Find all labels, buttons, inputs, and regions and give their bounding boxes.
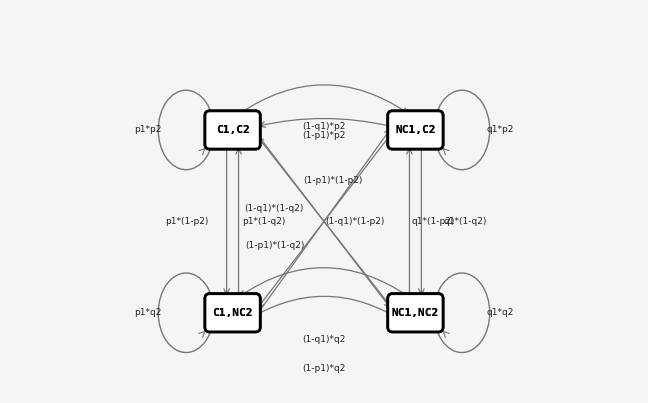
Text: q1*q2: q1*q2 [487,308,515,317]
FancyBboxPatch shape [388,294,443,332]
Text: p1*(1-p2): p1*(1-p2) [165,217,209,226]
Text: p1*(1-q2): p1*(1-q2) [242,217,286,226]
Text: (1-q1)*(1-p2): (1-q1)*(1-p2) [325,217,384,226]
Text: q1*p2: q1*p2 [487,125,515,135]
FancyBboxPatch shape [388,111,443,149]
Text: (1-q1)*(1-q2): (1-q1)*(1-q2) [244,204,303,213]
Text: C1,NC2: C1,NC2 [213,308,253,318]
FancyBboxPatch shape [205,111,260,149]
FancyBboxPatch shape [205,111,260,149]
Text: C1,C2: C1,C2 [216,125,249,135]
Text: p1*q2: p1*q2 [133,308,161,317]
Text: NC1,NC2: NC1,NC2 [392,308,439,318]
Text: NC1,NC2: NC1,NC2 [392,308,439,318]
FancyBboxPatch shape [205,294,260,332]
Text: p1*p2: p1*p2 [133,125,161,135]
Text: NC1,C2: NC1,C2 [395,125,435,135]
Text: C1,C2: C1,C2 [216,125,249,135]
FancyBboxPatch shape [388,111,443,149]
Text: (1-q1)*q2: (1-q1)*q2 [303,335,345,344]
Text: (1-p1)*(1-p2): (1-p1)*(1-p2) [303,176,363,185]
Text: q1*(1-p2): q1*(1-p2) [411,217,455,226]
FancyBboxPatch shape [388,294,443,332]
Text: q1*(1-q2): q1*(1-q2) [443,217,487,226]
Text: (1-q1)*p2: (1-q1)*p2 [303,122,345,131]
Text: NC1,C2: NC1,C2 [395,125,435,135]
FancyBboxPatch shape [205,294,260,332]
Text: C1,NC2: C1,NC2 [213,308,253,318]
Text: (1-p1)*p2: (1-p1)*p2 [303,131,345,140]
Text: (1-p1)*(1-q2): (1-p1)*(1-q2) [246,241,305,249]
Text: (1-p1)*q2: (1-p1)*q2 [303,364,345,373]
